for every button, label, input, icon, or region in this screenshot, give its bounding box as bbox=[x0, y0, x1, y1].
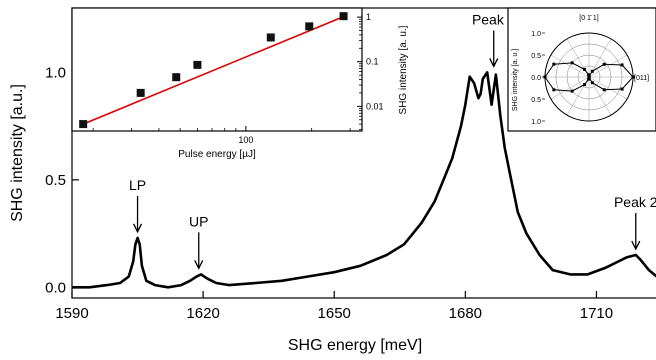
inset-power-fit-line bbox=[82, 14, 348, 125]
polar-point bbox=[590, 81, 594, 85]
inset-polar-direction-right: [011] bbox=[634, 75, 649, 82]
polar-grid-spoke bbox=[550, 54, 590, 78]
polar-point bbox=[631, 75, 635, 79]
polar-point bbox=[552, 62, 556, 66]
main-y-tick-label: 0.0 bbox=[45, 279, 66, 296]
main-x-tick-label: 1620 bbox=[186, 305, 219, 322]
inset-power-point bbox=[339, 12, 348, 21]
annotation-label: UP bbox=[189, 213, 208, 229]
main-y-tick-label: 1.0 bbox=[45, 64, 66, 81]
inset-power-point bbox=[305, 22, 314, 31]
inset-power-y-tick-label: 1 bbox=[366, 12, 371, 22]
polar-radial-tick-label: 0.0 bbox=[531, 75, 541, 82]
main-x-tick-label: 1650 bbox=[318, 305, 351, 322]
polar-point bbox=[620, 87, 624, 91]
inset-power-point bbox=[172, 73, 181, 82]
polar-point bbox=[587, 76, 591, 80]
polar-point bbox=[570, 61, 574, 65]
annotation-arrowhead bbox=[194, 260, 204, 270]
inset-polar-direction-top: [0 1̄ 1] bbox=[579, 15, 599, 22]
polar-grid-spoke bbox=[588, 54, 628, 78]
main-y-tick-label: 0.5 bbox=[45, 172, 66, 189]
inset-power-points bbox=[79, 12, 348, 129]
annotation-label: Peak 2 bbox=[614, 194, 656, 210]
main-y-axis-label: SHG intensity [a.u.] bbox=[9, 84, 26, 222]
polar-point bbox=[602, 62, 606, 66]
main-x-axis-label: SHG energy [meV] bbox=[288, 337, 422, 354]
annotation-arrowhead bbox=[489, 58, 499, 68]
inset-power-y-ticks: 0.01 0.1 1 bbox=[357, 12, 384, 131]
inset-power-y-axis-label: SHG intensity [a. u.] bbox=[398, 25, 409, 114]
polar-point bbox=[570, 89, 574, 93]
polar-point bbox=[552, 88, 556, 92]
main-spectrum-line bbox=[72, 71, 656, 289]
inset-power-chart: 100 0.01 0.1 1 Pulse energy [µJ] SHG inten… bbox=[71, 7, 409, 160]
inset-polar-points bbox=[543, 61, 635, 93]
annotation-label: Peak 1 bbox=[472, 11, 516, 27]
inset-power-x-tick-label: 100 bbox=[238, 135, 253, 145]
inset-power-point bbox=[193, 60, 202, 69]
inset-power-point bbox=[79, 120, 88, 129]
main-annotations: LP UP Peak 1 Peak 2 bbox=[129, 11, 656, 270]
main-chart: 1590 1620 1650 1680 1710 0.0 0.5 1.0 LP UP Peak … bbox=[9, 7, 656, 354]
polar-grid-spoke bbox=[550, 76, 590, 100]
inset-polar-y-axis-label: SHG intensity [a. u.] bbox=[512, 49, 519, 111]
polar-grid-spoke bbox=[588, 76, 628, 100]
main-x-tick-label: 1710 bbox=[580, 305, 613, 322]
annotation-arrowhead bbox=[132, 223, 143, 234]
inset-power-point bbox=[266, 33, 275, 42]
polar-point bbox=[590, 69, 594, 73]
polar-point bbox=[620, 63, 624, 67]
main-x-tick-label: 1680 bbox=[449, 305, 482, 322]
main-plot-frame bbox=[71, 7, 656, 299]
polar-point bbox=[602, 88, 606, 92]
main-y-ticks: 0.0 0.5 1.0 bbox=[45, 64, 79, 296]
inset-polar-chart: 1.0 0.5 0.0 0.5 1.0 [0 1̄ 1] [011] SHG inten… bbox=[507, 7, 656, 132]
inset-polar-frame bbox=[507, 7, 656, 132]
polar-radial-tick-label: 1.0 bbox=[531, 31, 541, 38]
main-x-ticks: 1590 1620 1650 1680 1710 bbox=[55, 291, 613, 322]
annotation-label: LP bbox=[129, 177, 146, 193]
inset-power-x-axis-label: Pulse energy [µJ] bbox=[178, 149, 256, 160]
polar-point bbox=[583, 67, 587, 71]
polar-point bbox=[587, 73, 591, 77]
polar-radial-tick-label: 0.5 bbox=[531, 97, 541, 104]
annotation-arrowhead bbox=[631, 240, 641, 251]
main-x-tick-label: 1590 bbox=[55, 305, 88, 322]
inset-power-point bbox=[136, 88, 145, 97]
polar-radial-tick-label: 1.0 bbox=[531, 119, 541, 126]
inset-power-y-tick-label: 0.01 bbox=[366, 101, 384, 111]
inset-power-y-tick-label: 0.1 bbox=[366, 57, 379, 67]
inset-power-x-ticks: 100 bbox=[92, 126, 351, 145]
polar-radial-tick-label: 0.5 bbox=[531, 53, 541, 60]
inset-polar-radial-ticks: 1.0 0.5 0.0 0.5 1.0 bbox=[531, 31, 545, 126]
polar-point bbox=[583, 83, 587, 87]
